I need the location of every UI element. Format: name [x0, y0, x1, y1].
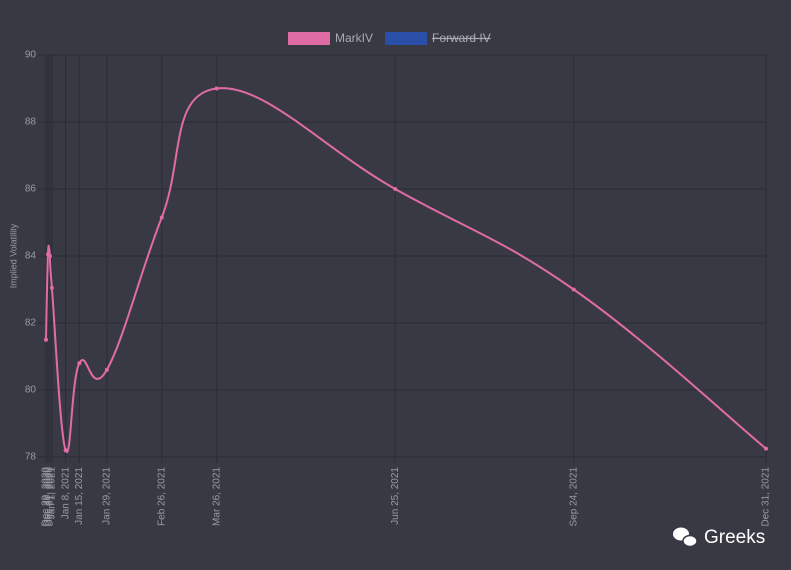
- point: [104, 367, 109, 372]
- x-tick-label: Jan 15, 2021: [74, 467, 85, 525]
- x-tick-label: Jan 8, 2021: [60, 467, 71, 520]
- point: [63, 448, 68, 453]
- y-tick-label: 88: [25, 117, 37, 128]
- point: [49, 285, 54, 290]
- y-tick-label: 90: [25, 50, 37, 61]
- watermark: Greeks: [704, 527, 765, 548]
- point: [571, 287, 576, 292]
- wechat-icon: [673, 527, 698, 548]
- point: [44, 337, 48, 342]
- x-tick-label: Jan 29, 2021: [101, 467, 112, 525]
- x-tick-label: Feb 26, 2021: [156, 467, 167, 526]
- point: [77, 361, 82, 366]
- x-tick-label: Dec 29, 2020: [41, 467, 52, 527]
- y-axis-label: Implied Volatility: [8, 223, 18, 288]
- legend-label[interactable]: MarkIV: [335, 31, 373, 45]
- legend-label[interactable]: Forward IV: [432, 31, 491, 45]
- point: [393, 187, 398, 191]
- legend-swatch[interactable]: [288, 32, 330, 45]
- y-tick-label: 86: [25, 184, 37, 195]
- y-tick-label: 82: [25, 318, 37, 329]
- x-tick-label: Dec 31, 2021: [761, 467, 772, 527]
- point: [214, 86, 219, 91]
- legend-swatch[interactable]: [385, 32, 428, 45]
- x-tick-label: Sep 24, 2021: [568, 467, 579, 527]
- x-tick-label: Dec 31, 2020: [45, 467, 56, 527]
- point: [47, 254, 52, 258]
- y-tick-label: 78: [25, 452, 37, 463]
- x-tick-label: Dec 30, 2020: [43, 467, 54, 527]
- line: [45, 87, 767, 454]
- point: [159, 215, 164, 220]
- y-tick-label: 80: [25, 385, 37, 396]
- x-tick-label: Jan 1, 2021: [47, 467, 58, 520]
- y-tick-label: 84: [25, 251, 37, 262]
- x-tick-label: Mar 26, 2021: [211, 467, 222, 526]
- point: [764, 446, 768, 451]
- x-tick-label: Jun 25, 2021: [390, 467, 401, 525]
